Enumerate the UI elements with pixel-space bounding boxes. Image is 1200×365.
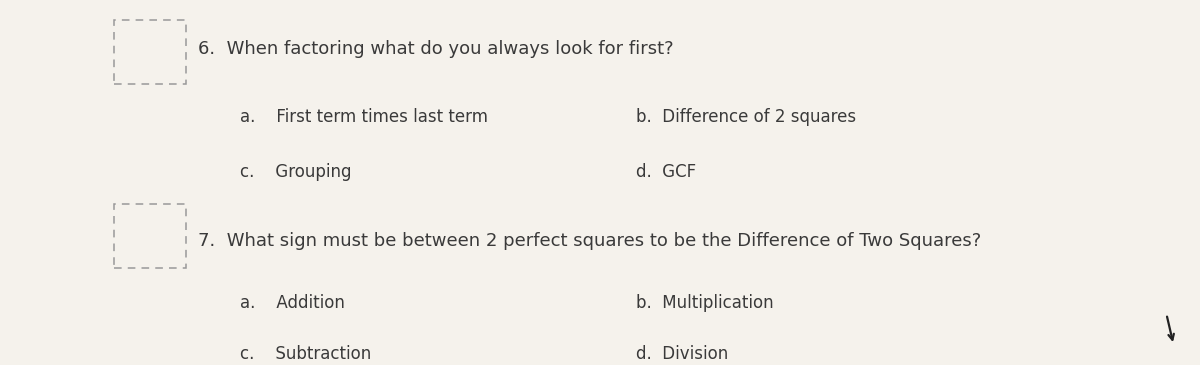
Text: d.  GCF: d. GCF — [636, 162, 696, 181]
Text: c.    Subtraction: c. Subtraction — [240, 345, 371, 363]
Text: 7.  What sign must be between 2 perfect squares to be the Difference of Two Squa: 7. What sign must be between 2 perfect s… — [198, 232, 982, 250]
Text: b.  Difference of 2 squares: b. Difference of 2 squares — [636, 108, 856, 126]
Text: a.    First term times last term: a. First term times last term — [240, 108, 488, 126]
Text: b.  Multiplication: b. Multiplication — [636, 294, 774, 312]
Text: a.    Addition: a. Addition — [240, 294, 344, 312]
Text: 6.  When factoring what do you always look for first?: 6. When factoring what do you always loo… — [198, 40, 673, 58]
Text: d.  Division: d. Division — [636, 345, 728, 363]
Text: c.    Grouping: c. Grouping — [240, 162, 352, 181]
